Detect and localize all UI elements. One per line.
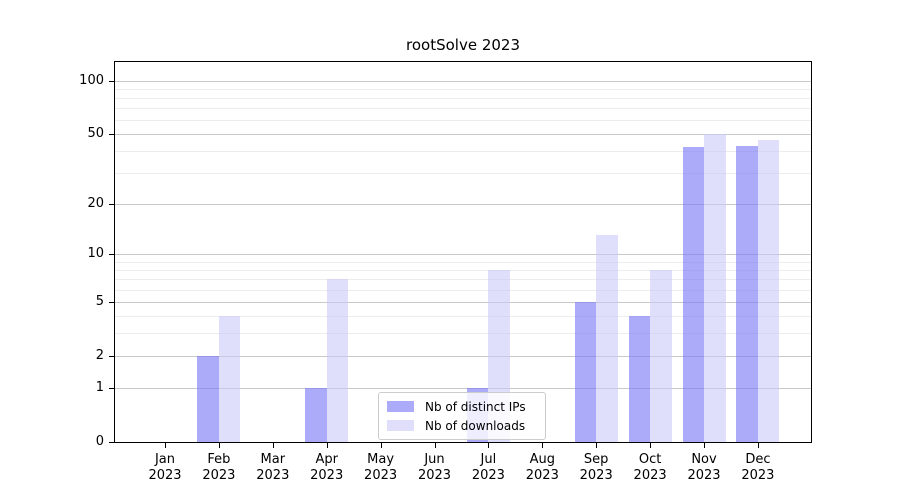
bar-downloads — [757, 140, 780, 442]
bar-distinct-ips — [305, 387, 327, 442]
x-tick-mark — [650, 443, 652, 448]
x-tick-mark — [488, 443, 490, 448]
minor-gridline — [115, 88, 811, 90]
y-tick-mark — [109, 80, 114, 82]
bar-downloads — [650, 269, 672, 442]
y-tick-label: 10 — [87, 246, 104, 262]
bar-distinct-ips — [628, 315, 651, 442]
legend-label: Nb of distinct IPs — [425, 399, 526, 414]
y-tick-label: 0 — [95, 434, 104, 449]
x-tick-mark — [542, 443, 544, 448]
legend-row: Nb of downloads — [387, 416, 537, 435]
y-tick-mark — [109, 301, 114, 303]
y-tick-mark — [109, 134, 114, 136]
bar-downloads — [218, 315, 241, 442]
major-gridline — [115, 134, 811, 136]
x-tick-label: Nov 2023 — [687, 452, 721, 483]
major-gridline — [115, 254, 811, 256]
y-tick-mark — [109, 203, 114, 205]
y-tick-label: 50 — [87, 126, 104, 142]
minor-gridline — [115, 289, 811, 291]
minor-gridline — [115, 315, 811, 317]
legend: Nb of distinct IPs Nb of downloads — [378, 392, 546, 440]
x-tick-mark — [704, 443, 705, 448]
minor-gridline — [115, 108, 811, 110]
bar-distinct-ips — [736, 145, 758, 442]
bar-downloads — [704, 134, 726, 442]
x-tick-label: Sep 2023 — [579, 452, 613, 483]
minor-gridline — [115, 97, 811, 99]
x-tick-mark — [218, 443, 220, 448]
chart-title: rootSolve 2023 — [406, 36, 520, 54]
y-tick-label: 100 — [79, 72, 104, 88]
x-tick-label: May 2023 — [364, 452, 398, 483]
x-tick-mark — [380, 443, 382, 448]
legend-label: Nb of downloads — [425, 418, 526, 433]
x-tick-mark — [272, 443, 274, 448]
plot-area — [114, 61, 812, 443]
x-tick-mark — [326, 443, 328, 448]
x-tick-mark — [434, 443, 436, 448]
legend-row: Nb of distinct IPs — [387, 397, 537, 416]
y-tick-label: 20 — [87, 195, 104, 211]
x-tick-label: Jul 2023 — [471, 452, 505, 483]
y-tick-mark — [109, 387, 114, 389]
legend-swatch-downloads — [387, 420, 414, 431]
major-gridline — [115, 203, 811, 205]
x-tick-label: Feb 2023 — [202, 452, 236, 483]
major-gridline — [115, 80, 811, 82]
major-gridline — [115, 301, 811, 303]
y-tick-label: 5 — [95, 293, 104, 309]
legend-swatch-distinct-ips — [387, 401, 414, 412]
x-tick-label: Oct 2023 — [633, 452, 667, 483]
x-tick-label: Jan 2023 — [148, 452, 182, 483]
x-tick-label: Apr 2023 — [310, 452, 344, 483]
major-gridline — [115, 355, 811, 357]
bar-distinct-ips — [197, 355, 219, 442]
y-tick-mark — [109, 442, 114, 443]
minor-gridline — [115, 151, 811, 153]
bar-downloads — [596, 235, 618, 442]
minor-gridline — [115, 120, 811, 122]
x-tick-label: Mar 2023 — [256, 452, 290, 483]
y-tick-label: 2 — [95, 347, 104, 363]
minor-gridline — [115, 173, 811, 175]
y-tick-mark — [109, 254, 114, 256]
y-tick-label: 1 — [95, 379, 104, 395]
x-tick-mark — [757, 443, 759, 448]
x-tick-mark — [596, 443, 598, 448]
minor-gridline — [115, 333, 811, 335]
major-gridline — [115, 387, 811, 389]
x-tick-label: Dec 2023 — [741, 452, 775, 483]
x-tick-mark — [165, 443, 166, 448]
minor-gridline — [115, 279, 811, 281]
bar-distinct-ips — [682, 147, 704, 442]
y-tick-mark — [109, 355, 114, 357]
minor-gridline — [115, 261, 811, 263]
x-tick-label: Aug 2023 — [525, 452, 559, 483]
minor-gridline — [115, 269, 811, 271]
bar-downloads — [326, 279, 349, 442]
bar-distinct-ips — [574, 301, 597, 442]
x-tick-label: Jun 2023 — [417, 452, 452, 483]
